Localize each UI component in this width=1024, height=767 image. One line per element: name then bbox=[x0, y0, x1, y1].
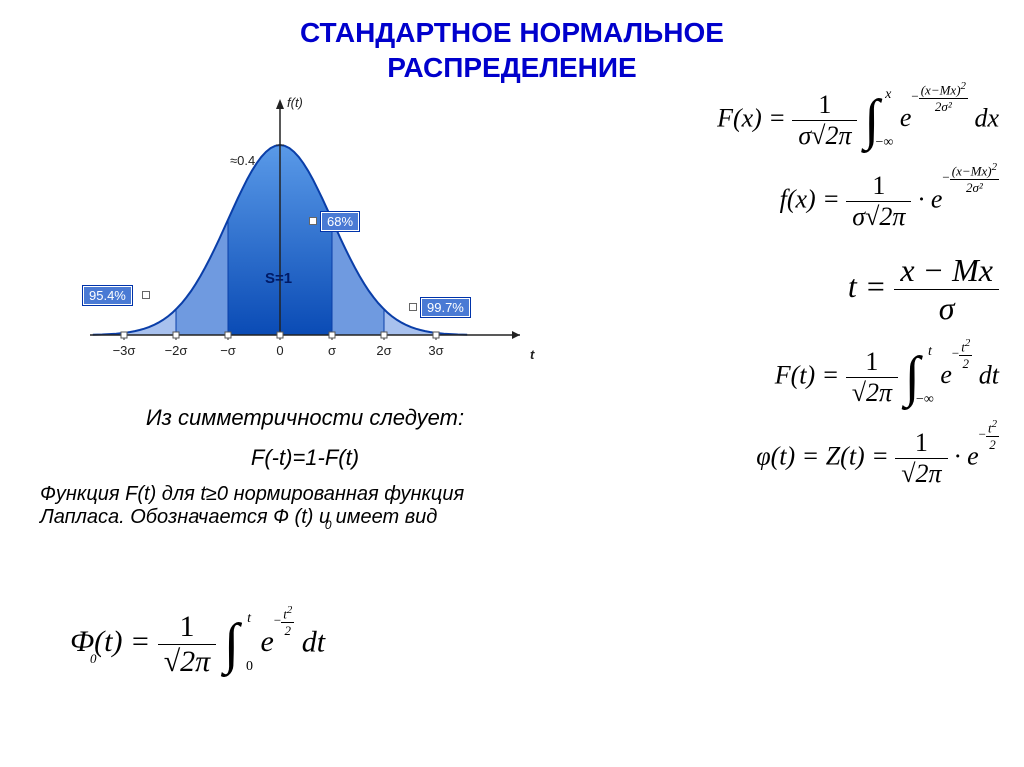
exp2: −(x−Mx)22σ² bbox=[942, 161, 999, 196]
laplace-line1: Функция F(t) для t≥0 нормированная функц… bbox=[40, 483, 464, 505]
y-axis-label: f(t) bbox=[287, 95, 303, 110]
svg-text:−3σ: −3σ bbox=[113, 343, 136, 358]
num-1: 1 bbox=[792, 90, 857, 121]
den-sigma2: σ√2π bbox=[852, 202, 905, 231]
svg-text:2σ: 2σ bbox=[376, 343, 391, 358]
bell-curve-chart: −3σ−2σ−σ0σ2σ3σ f(t) t ≈0.4 S=1 68% 95.4%… bbox=[90, 95, 590, 395]
label-68: 68% bbox=[320, 211, 360, 232]
formula-t: t = x − Mx σ bbox=[569, 252, 999, 327]
e5: e bbox=[261, 625, 274, 658]
integral-icon: ∫x−∞ bbox=[864, 95, 879, 145]
num-3: 1 bbox=[846, 347, 898, 378]
title-line2: РАСПРЕДЕЛЕНИЕ bbox=[387, 52, 636, 83]
den-sigma: σ√2π bbox=[798, 121, 851, 150]
Phi0-lhs: Ф(t) = bbox=[70, 625, 150, 658]
svg-text:σ: σ bbox=[328, 343, 336, 358]
svg-text:−σ: −σ bbox=[220, 343, 236, 358]
num-2: 1 bbox=[846, 171, 911, 202]
dx1: dx bbox=[974, 103, 999, 132]
formula-fx: f(x) = 1 σ√2π · e−(x−Mx)22σ² bbox=[569, 171, 999, 232]
dt1: dt bbox=[979, 360, 999, 389]
t-lhs: t = bbox=[848, 268, 886, 304]
phi-subscript: 0 bbox=[325, 518, 332, 532]
laplace-text: Функция F(t) для t≥0 нормированная функц… bbox=[30, 483, 580, 529]
integral-icon-3: ∫t0 bbox=[224, 619, 239, 669]
t-axis-label: t bbox=[530, 347, 534, 362]
left-column: −3σ −2σ −σ 0 σ 2σ 3σ f(t) t ≈0.4 S=1 68% 95.4%… bbox=[30, 95, 580, 529]
num-5: 1 bbox=[158, 610, 217, 645]
formula-phi: φ(t) = Z(t) = 1 √2π · e−t22 bbox=[569, 428, 999, 489]
phi0-sub: 0 bbox=[90, 651, 97, 667]
dot1: · bbox=[918, 184, 925, 213]
symmetry-formula: F(-t)=1-F(t) bbox=[30, 445, 580, 471]
label-95: 95.4% bbox=[82, 285, 133, 306]
exp3: −t22 bbox=[952, 337, 972, 372]
exp4: −t22 bbox=[979, 418, 999, 453]
chart-svg: −3σ −2σ −σ 0 σ 2σ 3σ bbox=[90, 95, 590, 395]
area-label: S=1 bbox=[265, 270, 292, 287]
symmetry-text: Из симметричности следует: bbox=[30, 405, 580, 431]
peak-label: ≈0.4 bbox=[230, 153, 255, 168]
formula-column: F(x) = 1 σ√2π ∫x−∞ e−(x−Mx)22σ² dx f(x) … bbox=[569, 90, 999, 509]
handle-68 bbox=[309, 217, 317, 225]
formula-Fx: F(x) = 1 σ√2π ∫x−∞ e−(x−Mx)22σ² dx bbox=[569, 90, 999, 151]
Fx-lhs: F(x) = bbox=[717, 103, 786, 132]
fx-lhs: f(x) = bbox=[780, 184, 840, 213]
e3: e bbox=[940, 360, 952, 389]
exp5: −t22 bbox=[274, 604, 294, 639]
e4: e bbox=[967, 441, 979, 470]
svg-text:−2σ: −2σ bbox=[165, 343, 188, 358]
handle-99 bbox=[409, 303, 417, 311]
title-line1: СТАНДАРТНОЕ НОРМАЛЬНОЕ bbox=[300, 17, 724, 48]
exp1: −(x−Mx)22σ² bbox=[911, 80, 968, 115]
den-4: √2π bbox=[901, 459, 941, 488]
svg-text:0: 0 bbox=[276, 343, 283, 358]
Ft-lhs: F(t) = bbox=[775, 360, 839, 389]
t-num: x − Mx bbox=[894, 252, 999, 290]
den-5: √2π bbox=[164, 645, 211, 678]
phi-lhs: φ(t) = Z(t) = bbox=[756, 441, 889, 470]
formula-Ft: F(t) = 1 √2π ∫t−∞ e−t22 dt bbox=[569, 347, 999, 408]
label-99: 99.7% bbox=[420, 297, 471, 318]
handle-95 bbox=[142, 291, 150, 299]
e2: e bbox=[931, 184, 943, 213]
svg-text:3σ: 3σ bbox=[428, 343, 443, 358]
formula-Phi0: Ф(t) = 0 1 √2π ∫t0 e−t22 dt bbox=[70, 610, 325, 679]
dot2: · bbox=[954, 441, 961, 470]
num-4: 1 bbox=[895, 428, 947, 459]
integral-icon-2: ∫t−∞ bbox=[904, 352, 919, 402]
t-den: σ bbox=[894, 290, 999, 327]
laplace-line2: Лапласа. Обозначается Ф (t) и имеет вид bbox=[40, 506, 437, 528]
e1: e bbox=[900, 103, 912, 132]
den-3: √2π bbox=[852, 378, 892, 407]
dt2: dt bbox=[302, 625, 325, 658]
